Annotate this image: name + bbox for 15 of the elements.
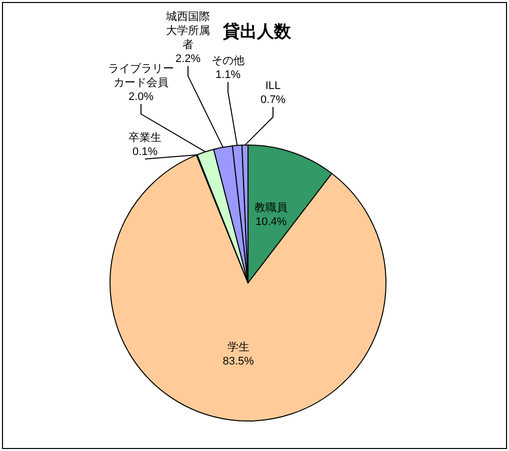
data-label: 0.7%: [260, 94, 286, 106]
slice-label: ILL: [265, 80, 281, 92]
data-label: 2.2%: [175, 53, 201, 65]
slice-label: その他: [212, 55, 244, 67]
data-label: 10.4%: [256, 216, 287, 228]
data-label: 2.0%: [128, 91, 154, 103]
text: 貸出人数: [222, 22, 292, 41]
slice-label: ライブラリーカード会員: [108, 62, 174, 89]
data-label: 0.1%: [132, 146, 158, 158]
data-label: 1.1%: [215, 69, 241, 81]
slice-label: 卒業生: [128, 131, 162, 144]
slice-label: 教職員: [254, 200, 288, 214]
slice-label: 城西国際大学所属者: [165, 10, 210, 51]
slice-label: 学生: [227, 340, 250, 354]
data-label: 83.5%: [222, 355, 254, 368]
